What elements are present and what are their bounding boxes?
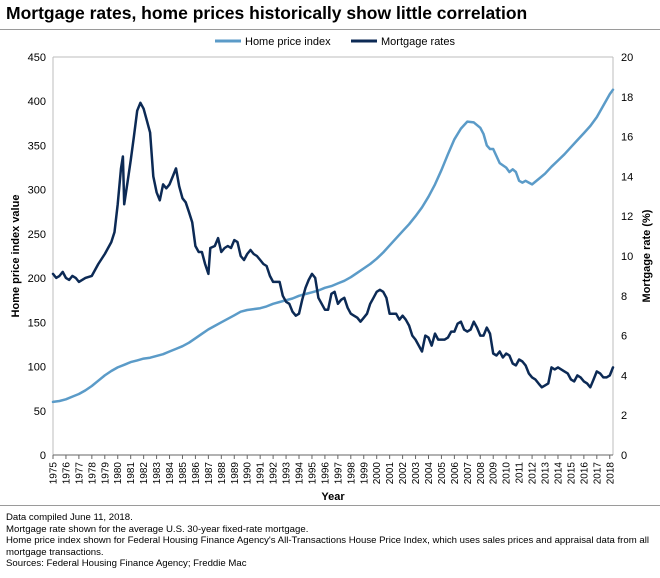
x-tick-label: 2006 (450, 462, 461, 485)
y-right-axis-title: Mortgage rate (%) (641, 209, 653, 302)
home-price-index-line (51, 88, 615, 404)
y-right-tick-label: 20 (621, 52, 633, 64)
x-tick-label: 1981 (126, 462, 137, 485)
x-tick-label: 1989 (230, 462, 241, 485)
x-tick-label: 1982 (139, 462, 150, 485)
legend-home-price: Home price index (215, 36, 331, 48)
y-right-tick-label: 8 (621, 291, 627, 303)
x-tick-label: 1993 (282, 462, 293, 485)
x-tick-label: 1996 (320, 462, 331, 485)
x-tick-label: 1985 (178, 462, 189, 485)
x-tick-label: 1980 (113, 462, 124, 485)
y-right-tick-label: 12 (621, 211, 633, 223)
x-tick-label: 2001 (385, 462, 396, 485)
x-tick-label: 2010 (502, 462, 513, 485)
x-tick-label: 2015 (566, 462, 577, 485)
x-tick-label: 1979 (100, 462, 111, 485)
x-tick-label: 2018 (605, 462, 616, 485)
y-left-tick-label: 0 (40, 450, 46, 462)
y-right-tick-label: 4 (621, 370, 627, 382)
x-tick-label: 2000 (372, 462, 383, 485)
x-tick-label: 2004 (424, 462, 435, 485)
note-hpi: Home price index shown for Federal Housi… (6, 535, 649, 558)
x-tick-label: 1990 (243, 462, 254, 485)
note-compiled: Data compiled June 11, 2018. (6, 512, 133, 523)
x-axis-title: Year (321, 491, 345, 503)
x-tick-label: 2014 (553, 462, 564, 485)
y-left-tick-label: 100 (28, 362, 46, 374)
x-tick-label: 1986 (191, 462, 202, 485)
y-right-tick-label: 18 (621, 92, 633, 104)
y-left-tick-label: 250 (28, 229, 46, 241)
chart-area: Home price index Mortgage rates 050100150… (10, 36, 653, 503)
title-divider (0, 29, 660, 30)
x-tick-label: 1988 (217, 462, 228, 485)
x-tick-label: 2016 (579, 462, 590, 485)
x-tick-label: 1999 (359, 462, 370, 485)
x-tick-label: 2003 (411, 462, 422, 485)
x-tick-label: 2017 (592, 462, 603, 485)
x-tick-label: 1977 (74, 462, 85, 485)
x-tick-label: 1987 (204, 462, 215, 485)
y-left-tick-label: 450 (28, 52, 46, 64)
y-right-tick-label: 16 (621, 132, 633, 144)
x-tick-label: 2013 (541, 462, 552, 485)
x-tick-label: 1998 (346, 462, 357, 485)
x-tick-label: 1997 (333, 462, 344, 485)
x-tick-label: 1983 (152, 462, 163, 485)
x-tick-label: 1976 (61, 462, 72, 485)
y-left-tick-label: 150 (28, 317, 46, 329)
gridlines (52, 56, 614, 455)
notes: Data compiled June 11, 2018. Mortgage ra… (6, 512, 656, 570)
y-left-tick-label: 400 (28, 96, 46, 108)
x-tick-label: 2008 (476, 462, 487, 485)
notes-divider (0, 505, 660, 506)
y-left-tick-label: 350 (28, 140, 46, 152)
x-tick-label: 1975 (49, 462, 60, 485)
y-left-tick-label: 200 (28, 273, 46, 285)
x-tick-label: 1984 (165, 462, 176, 485)
x-tick-label: 1994 (295, 462, 306, 485)
y-left-axis-title: Home price index value (10, 195, 22, 318)
axes: 0 50 100 150 200 250 300 350 400 450 0 2 4 6 8 10 12 14 16… (10, 52, 653, 503)
y-left-tick-label: 50 (34, 406, 46, 418)
x-tick-label: 2007 (463, 462, 474, 485)
legend-label: Home price index (245, 36, 331, 48)
legend: Home price index Mortgage rates (215, 36, 455, 48)
x-tick-label: 2005 (437, 462, 448, 485)
mortgage-rate-line (51, 101, 615, 389)
y-right-tick-label: 2 (621, 410, 627, 422)
legend-label: Mortgage rates (381, 36, 455, 48)
y-left-tick-label: 300 (28, 185, 46, 197)
note-mortgage: Mortgage rate shown for the average U.S.… (6, 523, 309, 535)
chart-title: Mortgage rates, home prices historically… (6, 3, 528, 23)
x-tick-label: 1992 (269, 462, 280, 485)
y-right-tick-label: 10 (621, 251, 633, 263)
x-tick-label: 2011 (515, 462, 526, 484)
x-tick-label: 2009 (489, 462, 500, 485)
x-tick-label: 1978 (87, 462, 98, 485)
x-tick-label: 1995 (307, 462, 318, 485)
y-right-tick-label: 6 (621, 331, 627, 343)
y-right-tick-label: 0 (621, 450, 627, 462)
series-lines (51, 88, 615, 404)
legend-mortgage-rates: Mortgage rates (351, 36, 455, 48)
x-tick-label: 1991 (256, 462, 267, 485)
x-tick-label: 2002 (398, 462, 409, 485)
x-tick-label: 2012 (528, 462, 539, 485)
note-sources: Sources: Federal Housing Finance Agency;… (6, 558, 247, 570)
y-right-tick-label: 14 (621, 171, 633, 183)
